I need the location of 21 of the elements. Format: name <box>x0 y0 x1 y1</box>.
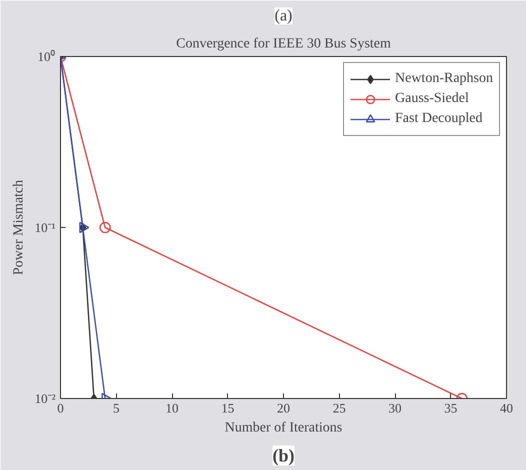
point <box>79 222 90 234</box>
chart-title: Convergence for IEEE 30 Bus System <box>176 36 391 52</box>
legend-label: Newton-Raphson <box>395 71 493 87</box>
x-tick-label: 40 <box>500 400 513 416</box>
x-axis-title: Number of Iterations <box>224 420 342 436</box>
legend-label: Gauss-Siedel <box>395 91 469 107</box>
y-axis-title: Power Mismatch <box>12 180 27 276</box>
legend-label: Fast Decoupled <box>395 111 482 127</box>
x-tick-label: 10 <box>166 400 178 416</box>
y-tick-label: 10⁻¹ <box>34 220 56 235</box>
x-tick-label: 0 <box>57 400 64 416</box>
x-tick-label: 20 <box>277 400 290 416</box>
y-tick-label: 10⁰ <box>38 49 56 64</box>
x-tick-label: 25 <box>332 400 346 416</box>
text: (a) <box>274 8 292 24</box>
x-tick-label: 5 <box>113 400 120 416</box>
y-tick-label: 10⁻² <box>34 391 56 406</box>
x-tick-label: 30 <box>388 400 402 416</box>
x-tick-label: 35 <box>444 400 458 416</box>
x-tick-label: 15 <box>221 400 234 416</box>
text: (b) <box>272 446 295 466</box>
